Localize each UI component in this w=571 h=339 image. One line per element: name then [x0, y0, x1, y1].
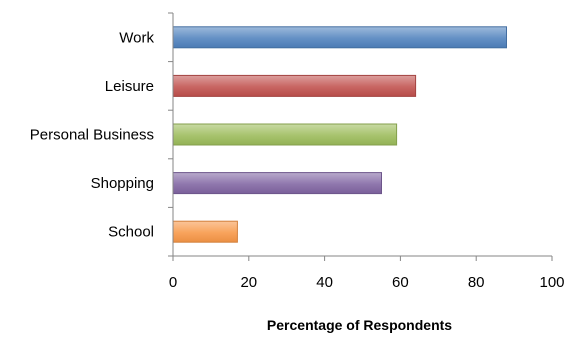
category-label-work: Work	[119, 29, 154, 46]
x-tick-label-20: 20	[240, 274, 257, 291]
bar-personal-business	[172, 123, 398, 146]
x-tick-label-0: 0	[169, 274, 177, 291]
x-axis-ticks	[172, 256, 553, 261]
bar-work	[172, 26, 507, 49]
bar-school	[172, 220, 238, 243]
x-tick-label-40: 40	[316, 274, 333, 291]
y-axis-ticks	[168, 12, 173, 257]
x-tick-labels: 0 20 40 60 80 100	[169, 274, 565, 291]
category-label-leisure: Leisure	[105, 78, 154, 95]
category-label-school: School	[108, 224, 154, 241]
axes-group	[172, 13, 552, 257]
x-tick-label-60: 60	[392, 274, 409, 291]
bar-shopping	[172, 172, 382, 195]
category-label-shopping: Shopping	[91, 175, 154, 192]
bars-group	[172, 26, 507, 243]
x-tick-label-100: 100	[539, 274, 564, 291]
x-axis-title: Percentage of Respondents	[267, 317, 452, 333]
category-label-personal-business: Personal Business	[30, 127, 154, 144]
category-labels: Work Leisure Personal Business Shopping Scho…	[30, 29, 155, 240]
x-tick-label-80: 80	[468, 274, 485, 291]
bar-leisure	[172, 74, 417, 97]
